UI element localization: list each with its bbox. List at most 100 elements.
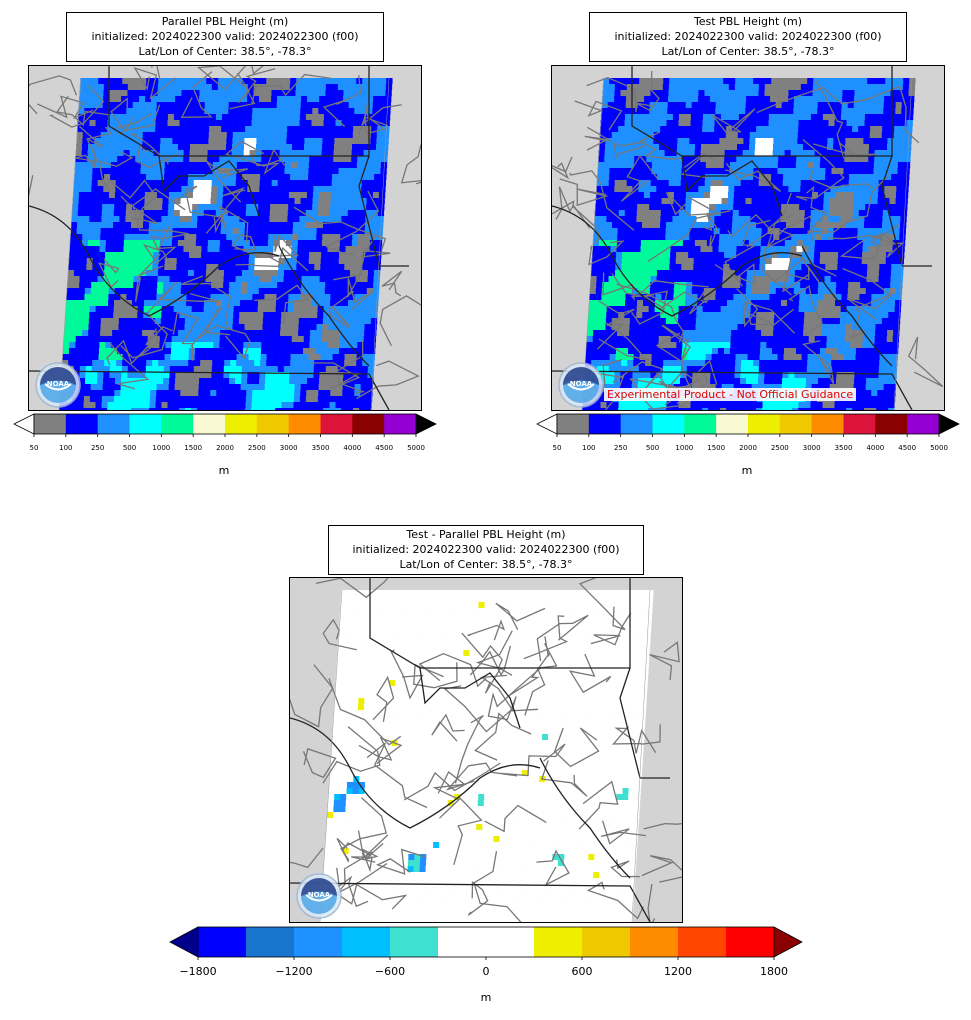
map-test [551, 65, 945, 411]
experimental-product-label: Experimental Product - Not Official Guid… [604, 388, 857, 401]
colorbar-segment [582, 927, 631, 957]
colorbar-tick-label: 2000 [216, 444, 234, 452]
colorbar-segment [352, 414, 385, 434]
colorbar-tick-label: 50 [30, 444, 39, 452]
county-boundaries [29, 66, 421, 400]
noaa-logo: NOAA [296, 873, 342, 919]
colorbar-extend-over [773, 926, 803, 958]
title-line-1: Parallel PBL Height (m) [161, 15, 289, 28]
title-line-1: Test PBL Height (m) [693, 15, 803, 28]
colorbar-unit-label: m [218, 464, 230, 477]
noaa-logo: NOAA [558, 362, 604, 408]
colorbar-segment [34, 414, 67, 434]
title-line-3: Lat/Lon of Center: 38.5°, -78.3° [661, 45, 835, 58]
colorbar-segment [684, 414, 717, 434]
colorbar-tick-label: 4000 [343, 444, 361, 452]
noaa-logo-text: NOAA [308, 891, 331, 899]
colorbar-tick-label: 4500 [375, 444, 393, 452]
colorbar-segment [438, 927, 487, 957]
colorbar-tick-label: 2500 [771, 444, 789, 452]
colorbar-tick-label: −1800 [179, 965, 216, 978]
colorbar-tick-label: 3500 [312, 444, 330, 452]
colorbar-tick-label: 600 [572, 965, 593, 978]
colorbar-tick-label: 100 [59, 444, 72, 452]
county-boundaries [290, 578, 682, 922]
colorbar-segment [193, 414, 226, 434]
colorbar-segment [97, 414, 130, 434]
colorbar: 50 100 250 500 1000 1500 2000 2500 3000 3500 4000 4… [13, 413, 437, 452]
colorbar-tick-label: 4000 [866, 444, 884, 452]
colorbar-segment [620, 414, 653, 434]
colorbar: 50 100 250 500 1000 1500 2000 2500 3000 3500 4000 4… [536, 413, 960, 452]
colorbar-segment [652, 414, 685, 434]
colorbar-segment [256, 414, 290, 434]
colorbar-segment [320, 414, 353, 434]
colorbar-segment [225, 414, 258, 434]
colorbar-tick-label: −1200 [275, 965, 312, 978]
colorbar-tick-label: −600 [375, 965, 405, 978]
noaa-logo-text: NOAA [570, 380, 593, 388]
colorbar-segment [630, 927, 679, 957]
state-boundaries [552, 66, 932, 410]
colorbar-tick-label: 500 [123, 444, 136, 452]
colorbar-segment [486, 927, 535, 957]
colorbar-segment [716, 414, 749, 434]
colorbar-tick-label: 250 [91, 444, 104, 452]
colorbar-segment [288, 414, 321, 434]
colorbar-segment [246, 927, 295, 957]
colorbar-tick-label: 3000 [280, 444, 298, 452]
colorbar-segment [342, 927, 391, 957]
colorbar-segment [384, 414, 417, 434]
title-line-3: Lat/Lon of Center: 38.5°, -78.3° [138, 45, 312, 58]
colorbar-segment [678, 927, 727, 957]
pbl-field [552, 66, 944, 410]
colorbar: −1800 −1200 −600 0 600 1200 1800 [169, 926, 803, 978]
colorbar-tick-label: 500 [646, 444, 659, 452]
title-line-2: initialized: 2024022300 valid: 202402230… [614, 30, 882, 43]
panel-title: Parallel PBL Height (m) initialized: 202… [66, 12, 384, 62]
noaa-logo: NOAA [35, 362, 81, 408]
colorbar-tick-label: 1200 [664, 965, 692, 978]
colorbar-segment [198, 927, 247, 957]
colorbar-tick-label: 3500 [835, 444, 853, 452]
pbl-difference-field [290, 578, 682, 922]
title-line-2: initialized: 2024022300 valid: 202402230… [91, 30, 359, 43]
colorbar-extend-over [415, 413, 437, 435]
pbl-field [29, 66, 421, 410]
title-line-2: initialized: 2024022300 valid: 202402230… [352, 543, 620, 556]
colorbar-extend-over [938, 413, 960, 435]
colorbar-tick-label: 50 [553, 444, 562, 452]
colorbar-segment [557, 414, 590, 434]
title-line-3: Lat/Lon of Center: 38.5°, -78.3° [399, 558, 573, 571]
colorbar-tick-label: 5000 [407, 444, 425, 452]
colorbar-tick-label: 4500 [898, 444, 916, 452]
colorbar-tick-label: 1500 [184, 444, 202, 452]
colorbar-segment [534, 927, 583, 957]
colorbar-unit-label: m [480, 991, 492, 1004]
colorbar-tick-label: 2500 [248, 444, 266, 452]
colorbar-segment [779, 414, 813, 434]
colorbar-segment [65, 414, 99, 434]
colorbar-segment [875, 414, 908, 434]
colorbar-extend-under [536, 413, 558, 435]
colorbar-segment [843, 414, 876, 434]
colorbar-unit-label: m [741, 464, 753, 477]
state-boundaries [29, 66, 409, 410]
colorbar-segment [748, 414, 781, 434]
colorbar-tick-label: 1000 [675, 444, 693, 452]
title-line-1: Test - Parallel PBL Height (m) [406, 528, 566, 541]
map-difference [289, 577, 683, 923]
state-boundaries [290, 578, 670, 922]
colorbar-segment [726, 927, 775, 957]
colorbar-extend-under [13, 413, 35, 435]
colorbar-extend-under [169, 926, 199, 958]
colorbar-tick-label: 5000 [930, 444, 948, 452]
colorbar-segment [811, 414, 844, 434]
colorbar-segment [161, 414, 194, 434]
map-parallel [28, 65, 422, 411]
colorbar-tick-label: 1500 [707, 444, 725, 452]
colorbar-tick-label: 3000 [803, 444, 821, 452]
panel-title: Test - Parallel PBL Height (m) initializ… [328, 525, 644, 575]
panel-title: Test PBL Height (m) initialized: 2024022… [589, 12, 907, 62]
colorbar-segment [907, 414, 940, 434]
